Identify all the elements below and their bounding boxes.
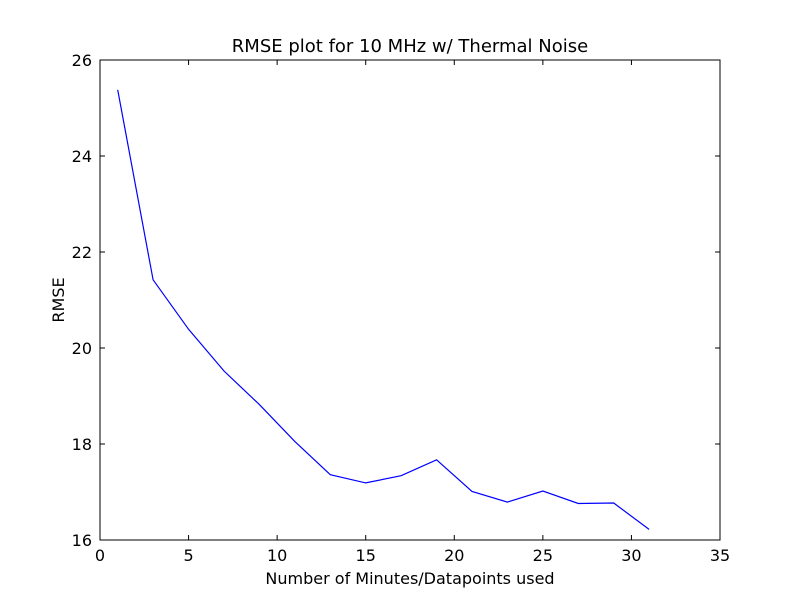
x-tick-label: 35 — [710, 546, 730, 565]
x-tick-label: 5 — [183, 546, 193, 565]
plot-frame — [99, 59, 721, 541]
x-tick-label: 0 — [95, 546, 105, 565]
y-tick-label: 18 — [72, 435, 92, 454]
x-tick-label: 20 — [444, 546, 464, 565]
ticks-layer: 0 5 10 15 20 25 30 35 16 18 20 22 24 26 — [72, 51, 731, 565]
series-layer — [117, 89, 650, 530]
y-tick-label: 22 — [72, 243, 92, 262]
x-axis-label: Number of Minutes/Datapoints used — [265, 569, 554, 588]
y-axis-label: RMSE — [49, 277, 68, 322]
y-tick-label: 26 — [72, 51, 92, 70]
x-tick-label: 10 — [267, 546, 287, 565]
x-tick-label: 25 — [533, 546, 553, 565]
x-tick-label: 30 — [621, 546, 641, 565]
y-tick-label: 16 — [72, 531, 92, 550]
x-tick-label: 15 — [356, 546, 376, 565]
y-tick-label: 20 — [72, 339, 92, 358]
chart-title: RMSE plot for 10 MHz w/ Thermal Noise — [232, 36, 588, 57]
y-tick-label: 24 — [72, 147, 92, 166]
rmse-series-line — [117, 89, 650, 530]
